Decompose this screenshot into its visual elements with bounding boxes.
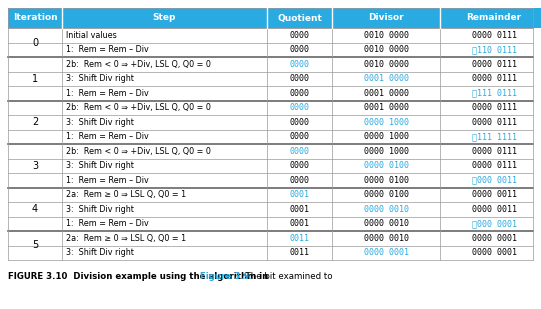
Text: 1: 1 bbox=[32, 74, 38, 84]
Text: 2: 2 bbox=[32, 117, 38, 127]
Text: 0000 0100: 0000 0100 bbox=[364, 161, 408, 170]
Text: 0000: 0000 bbox=[289, 74, 309, 83]
Bar bbox=[267, 8, 332, 28]
Text: 0000 1000: 0000 1000 bbox=[364, 118, 408, 127]
Text: 0: 0 bbox=[32, 37, 38, 48]
Bar bbox=[8, 8, 62, 28]
Text: 0010 0000: 0010 0000 bbox=[364, 60, 408, 69]
Text: 0001: 0001 bbox=[289, 205, 309, 214]
Text: 0000: 0000 bbox=[289, 45, 309, 54]
Text: 0000 0010: 0000 0010 bbox=[364, 205, 408, 214]
Text: 0000: 0000 bbox=[289, 60, 309, 69]
Text: 0000: 0000 bbox=[289, 118, 309, 127]
Text: 0000: 0000 bbox=[289, 176, 309, 185]
Text: ①110 0111: ①110 0111 bbox=[472, 45, 517, 54]
Text: 3:  Shift Div right: 3: Shift Div right bbox=[66, 161, 134, 170]
Text: 0000 0111: 0000 0111 bbox=[472, 161, 517, 170]
Text: 3:  Shift Div right: 3: Shift Div right bbox=[66, 74, 134, 83]
Text: 0000 0010: 0000 0010 bbox=[364, 234, 408, 243]
Text: 5: 5 bbox=[32, 240, 38, 251]
Text: FIGURE 3.10  Division example using the algorithm in: FIGURE 3.10 Division example using the a… bbox=[8, 272, 271, 281]
Text: 0000 0100: 0000 0100 bbox=[364, 176, 408, 185]
Text: 0000: 0000 bbox=[289, 132, 309, 141]
Text: 0001 0000: 0001 0000 bbox=[364, 103, 408, 112]
Text: 1:  Rem = Rem – Div: 1: Rem = Rem – Div bbox=[66, 132, 149, 141]
Text: 0001 0000: 0001 0000 bbox=[364, 74, 408, 83]
Text: 0011: 0011 bbox=[289, 248, 309, 257]
Text: 0000 0001: 0000 0001 bbox=[472, 234, 517, 243]
Text: 3:  Shift Div right: 3: Shift Div right bbox=[66, 118, 134, 127]
Text: 4: 4 bbox=[32, 204, 38, 214]
Text: 0000 0011: 0000 0011 bbox=[472, 205, 517, 214]
Text: 0001 0000: 0001 0000 bbox=[364, 89, 408, 98]
Text: 1:  Rem = Rem – Div: 1: Rem = Rem – Div bbox=[66, 176, 149, 185]
Text: 0010 0000: 0010 0000 bbox=[364, 45, 408, 54]
Text: 0000 0111: 0000 0111 bbox=[472, 147, 517, 156]
Text: ①111 0111: ①111 0111 bbox=[472, 89, 517, 98]
Text: 0000 0111: 0000 0111 bbox=[472, 118, 517, 127]
Text: 3:  Shift Div right: 3: Shift Div right bbox=[66, 248, 134, 257]
Text: 0000 0001: 0000 0001 bbox=[472, 248, 517, 257]
Text: 0000 0111: 0000 0111 bbox=[472, 60, 517, 69]
Text: 0000: 0000 bbox=[289, 89, 309, 98]
Text: 0000 0111: 0000 0111 bbox=[472, 103, 517, 112]
Text: Figure 3.9.: Figure 3.9. bbox=[200, 272, 253, 281]
Text: 0001: 0001 bbox=[289, 190, 309, 199]
Text: 1:  Rem = Rem – Div: 1: Rem = Rem – Div bbox=[66, 45, 149, 54]
Text: 0000 0111: 0000 0111 bbox=[472, 31, 517, 40]
Bar bbox=[332, 8, 440, 28]
Text: 3: 3 bbox=[32, 161, 38, 171]
Text: 2b:  Rem < 0 ⇒ +Div, LSL Q, Q0 = 0: 2b: Rem < 0 ⇒ +Div, LSL Q, Q0 = 0 bbox=[66, 103, 211, 112]
Text: 2b:  Rem < 0 ⇒ +Div, LSL Q, Q0 = 0: 2b: Rem < 0 ⇒ +Div, LSL Q, Q0 = 0 bbox=[66, 147, 211, 156]
Text: 0000: 0000 bbox=[289, 147, 309, 156]
Text: Initial values: Initial values bbox=[66, 31, 117, 40]
Text: The bit examined to: The bit examined to bbox=[240, 272, 332, 281]
Text: 1:  Rem = Rem – Div: 1: Rem = Rem – Div bbox=[66, 219, 149, 228]
Text: ⓪000 0001: ⓪000 0001 bbox=[472, 219, 517, 228]
Text: 2b:  Rem < 0 ⇒ +Div, LSL Q, Q0 = 0: 2b: Rem < 0 ⇒ +Div, LSL Q, Q0 = 0 bbox=[66, 60, 211, 69]
Bar bbox=[62, 8, 267, 28]
Text: Iteration: Iteration bbox=[12, 14, 57, 23]
Text: 0000 1000: 0000 1000 bbox=[364, 147, 408, 156]
Text: Step: Step bbox=[153, 14, 176, 23]
Text: 1:  Rem = Rem – Div: 1: Rem = Rem – Div bbox=[66, 89, 149, 98]
Text: 0000 0111: 0000 0111 bbox=[472, 74, 517, 83]
Text: ①111 1111: ①111 1111 bbox=[472, 132, 517, 141]
Text: 0000 0001: 0000 0001 bbox=[364, 248, 408, 257]
Text: 0000 0100: 0000 0100 bbox=[364, 190, 408, 199]
Text: Remainder: Remainder bbox=[466, 14, 522, 23]
Text: 2a:  Rem ≥ 0 ⇒ LSL Q, Q0 = 1: 2a: Rem ≥ 0 ⇒ LSL Q, Q0 = 1 bbox=[66, 234, 186, 243]
Text: 0001: 0001 bbox=[289, 219, 309, 228]
Text: 0000 0011: 0000 0011 bbox=[472, 190, 517, 199]
Text: 0011: 0011 bbox=[289, 234, 309, 243]
Text: 0000: 0000 bbox=[289, 31, 309, 40]
Text: 2a:  Rem ≥ 0 ⇒ LSL Q, Q0 = 1: 2a: Rem ≥ 0 ⇒ LSL Q, Q0 = 1 bbox=[66, 190, 186, 199]
Text: 0000 0010: 0000 0010 bbox=[364, 219, 408, 228]
Text: 0000 1000: 0000 1000 bbox=[364, 132, 408, 141]
Text: 0000: 0000 bbox=[289, 103, 309, 112]
Text: 0000: 0000 bbox=[289, 161, 309, 170]
Text: ⓪000 0011: ⓪000 0011 bbox=[472, 176, 517, 185]
Text: 0010 0000: 0010 0000 bbox=[364, 31, 408, 40]
Text: Quotient: Quotient bbox=[277, 14, 322, 23]
Bar bbox=[440, 8, 541, 28]
Text: 3:  Shift Div right: 3: Shift Div right bbox=[66, 205, 134, 214]
Text: Divisor: Divisor bbox=[368, 14, 404, 23]
